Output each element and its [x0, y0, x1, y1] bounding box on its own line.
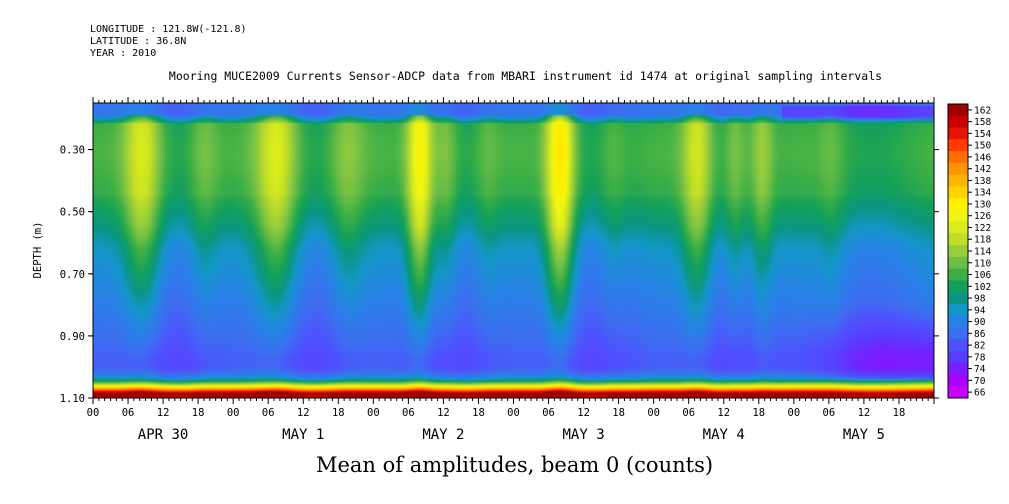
y-tick-label: 0.30	[60, 145, 85, 157]
colorbar-label: 110	[974, 258, 991, 269]
x-tick-label: 18	[192, 407, 205, 419]
y-tick-label: 1.10	[60, 393, 85, 405]
colorbar-swatch	[948, 245, 968, 258]
colorbar-label: 90	[974, 317, 986, 328]
colorbar-swatch	[948, 303, 968, 317]
colorbar-label: 118	[974, 235, 991, 246]
colorbar-label: 150	[974, 141, 991, 152]
colorbar-label: 126	[974, 211, 991, 222]
colorbar-swatch	[948, 139, 968, 152]
colorbar-swatch	[948, 339, 968, 352]
x-tick-label: 12	[858, 407, 871, 419]
colorbar-label: 86	[974, 329, 986, 340]
x-tick-label: 18	[472, 407, 485, 419]
x-day-label: MAY 2	[422, 427, 464, 443]
colorbar-label: 74	[974, 364, 986, 375]
x-tick-label: 00	[788, 407, 801, 419]
x-tick-label: 00	[367, 407, 380, 419]
colorbar-label: 158	[974, 117, 991, 128]
x-tick-label: 06	[823, 407, 836, 419]
colorbar-swatch	[948, 115, 968, 129]
y-axis-label: DEPTH (m)	[32, 222, 44, 279]
colorbar-label: 142	[974, 164, 991, 175]
x-day-label: APR 30	[138, 427, 189, 443]
x-tick-label: 12	[297, 407, 310, 419]
colorbar: 1621581541501461421381341301261221181141…	[947, 103, 991, 399]
x-day-label: MAY 4	[703, 427, 745, 443]
colorbar-swatch	[948, 256, 968, 270]
x-day-label: MAY 3	[563, 427, 605, 443]
colorbar-label: 146	[974, 152, 991, 163]
colorbar-swatch	[948, 386, 968, 399]
x-tick-label: 00	[507, 407, 520, 419]
colorbar-label: 122	[974, 223, 991, 234]
colorbar-label: 70	[974, 376, 986, 387]
y-tick-label: 0.70	[60, 269, 85, 281]
colorbar-swatch	[948, 315, 968, 328]
x-tick-label: 00	[87, 407, 100, 419]
x-tick-label: 18	[893, 407, 906, 419]
plot-area	[92, 102, 935, 399]
chart-subtitle: Mean of amplitudes, beam 0 (counts)	[315, 453, 714, 477]
x-tick-label: 12	[717, 407, 730, 419]
year-text: YEAR : 2010	[90, 48, 157, 59]
colorbar-swatch	[948, 327, 968, 340]
colorbar-label: 98	[974, 294, 986, 305]
y-tick-label: 0.90	[60, 331, 85, 343]
x-tick-label: 06	[262, 407, 275, 419]
x-tick-label: 12	[437, 407, 450, 419]
colorbar-label: 114	[974, 247, 991, 258]
colorbar-swatch	[948, 209, 968, 223]
x-tick-label: 06	[682, 407, 695, 419]
x-tick-label: 18	[612, 407, 625, 419]
colorbar-swatch	[948, 198, 968, 211]
x-day-label: MAY 5	[843, 427, 885, 443]
colorbar-swatch	[948, 280, 968, 293]
heatmap-image	[93, 103, 934, 398]
colorbar-swatch	[948, 268, 968, 281]
colorbar-swatch	[948, 162, 968, 176]
x-tick-label: 06	[122, 407, 135, 419]
colorbar-label: 66	[974, 388, 986, 399]
colorbar-swatch	[948, 174, 968, 187]
colorbar-swatch	[948, 374, 968, 387]
longitude-text: LONGITUDE : 121.8W(-121.8)	[90, 24, 247, 35]
colorbar-swatch	[948, 292, 968, 305]
colorbar-label: 154	[974, 129, 991, 140]
x-tick-label: 18	[332, 407, 345, 419]
colorbar-swatch	[948, 151, 968, 164]
colorbar-swatch	[948, 127, 968, 140]
location-header: LONGITUDE : 121.8W(-121.8) LATITUDE : 36…	[90, 24, 247, 60]
x-tick-label: 06	[402, 407, 415, 419]
chart-title: Mooring MUCE2009 Currents Sensor-ADCP da…	[168, 69, 883, 83]
colorbar-label: 78	[974, 352, 986, 363]
colorbar-swatch	[948, 233, 968, 246]
x-day-label: MAY 1	[282, 427, 324, 443]
x-tick-label: 06	[542, 407, 555, 419]
x-tick-label: 12	[577, 407, 590, 419]
latitude-text: LATITUDE : 36.8N	[90, 36, 187, 47]
x-tick-label: 00	[647, 407, 660, 419]
colorbar-swatch	[948, 186, 968, 199]
x-tick-label: 00	[227, 407, 240, 419]
colorbar-label: 138	[974, 176, 991, 187]
colorbar-label: 94	[974, 305, 986, 316]
colorbar-label: 102	[974, 282, 991, 293]
colorbar-frame	[947, 103, 969, 399]
colorbar-swatch	[948, 362, 968, 375]
colorbar-swatch	[948, 104, 968, 117]
colorbar-swatch	[948, 221, 968, 234]
colorbar-label: 106	[974, 270, 991, 281]
x-tick-label: 18	[752, 407, 765, 419]
colorbar-label: 130	[974, 199, 991, 210]
x-tick-label: 12	[157, 407, 170, 419]
colorbar-label: 82	[974, 341, 985, 352]
colorbar-label: 162	[974, 105, 991, 116]
y-tick-label: 0.50	[60, 207, 85, 219]
colorbar-label: 134	[974, 188, 991, 199]
colorbar-swatch	[948, 350, 968, 364]
